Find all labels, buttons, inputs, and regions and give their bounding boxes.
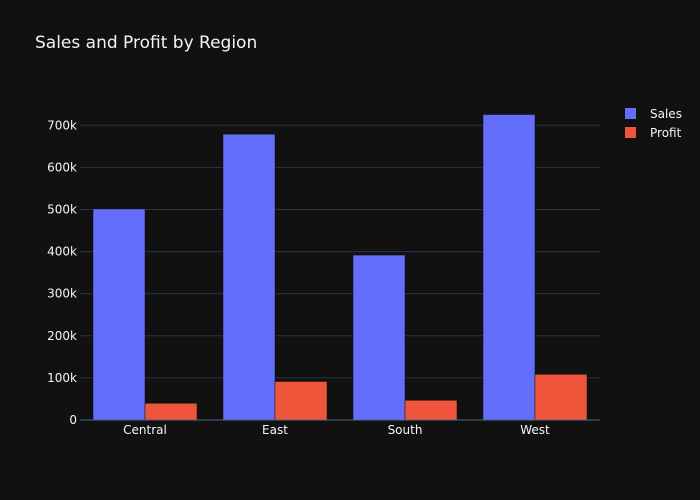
legend-swatch-profit[interactable] <box>625 127 636 138</box>
legend: Sales Profit <box>625 107 682 140</box>
bar-sales-west[interactable] <box>482 114 536 421</box>
bar-profit-east[interactable] <box>274 381 328 421</box>
bar-sales-south[interactable] <box>352 254 406 421</box>
axis-layer: 0 100k 200k 300k 400k 500k 600k 700k Central East… <box>47 118 600 437</box>
y-tick-label: 200k <box>47 329 77 343</box>
legend-swatch-sales[interactable] <box>625 108 636 119</box>
bar-profit-central[interactable] <box>144 403 198 421</box>
y-tick-label: 500k <box>47 202 77 216</box>
y-tick-label: 400k <box>47 245 77 259</box>
x-tick-label: Central <box>123 423 167 437</box>
chart-title: Sales and Profit by Region <box>35 33 258 53</box>
y-tick-label: 600k <box>47 160 77 174</box>
x-tick-label: South <box>388 423 423 437</box>
bar-profit-south[interactable] <box>404 400 458 421</box>
bar-sales-central[interactable] <box>92 208 146 421</box>
legend-label-sales[interactable]: Sales <box>650 107 682 121</box>
x-tick-label: West <box>520 423 550 437</box>
y-tick-label: 700k <box>47 118 77 132</box>
bar-sales-east[interactable] <box>222 133 276 421</box>
legend-label-profit[interactable]: Profit <box>650 126 682 140</box>
bar-profit-west[interactable] <box>534 374 588 421</box>
y-tick-label: 0 <box>69 413 77 427</box>
y-tick-label: 300k <box>47 287 77 301</box>
bars-layer <box>92 114 588 421</box>
x-tick-label: East <box>262 423 288 437</box>
y-tick-label: 100k <box>47 371 77 385</box>
